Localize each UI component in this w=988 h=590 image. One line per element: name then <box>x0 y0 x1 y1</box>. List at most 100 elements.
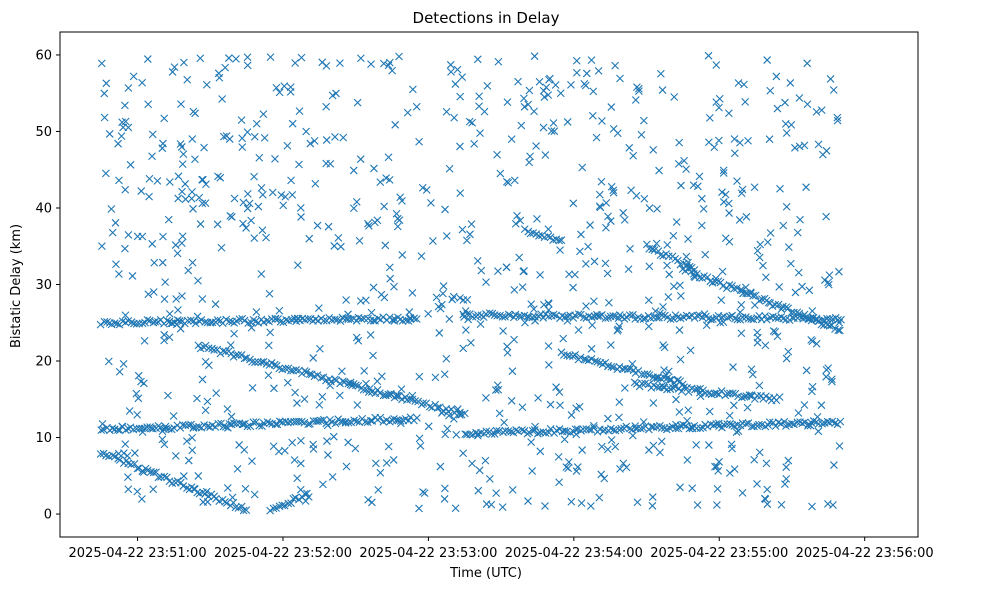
data-point <box>765 135 774 144</box>
data-point <box>121 185 130 194</box>
data-point <box>782 354 791 363</box>
data-point <box>239 420 248 429</box>
data-point <box>181 195 190 204</box>
data-point <box>814 420 823 428</box>
data-point <box>800 141 809 150</box>
data-point <box>682 252 691 261</box>
data-point <box>676 291 685 300</box>
data-point <box>540 93 549 101</box>
data-point <box>592 133 601 142</box>
data-point <box>728 389 737 398</box>
data-point <box>771 327 780 336</box>
data-point <box>606 424 615 433</box>
data-point <box>535 77 544 86</box>
data-point <box>776 184 784 193</box>
data-point <box>275 88 284 97</box>
data-point <box>669 314 678 323</box>
x-tick-label: 2025-04-22 23:51:00 <box>69 546 207 561</box>
data-point <box>798 282 806 291</box>
data-point <box>188 446 197 455</box>
data-point <box>225 317 234 326</box>
data-point <box>160 336 169 345</box>
data-point <box>609 425 618 434</box>
data-point <box>107 205 116 213</box>
data-point <box>829 86 838 94</box>
data-point <box>724 199 733 208</box>
data-point <box>766 86 775 95</box>
data-point <box>822 365 831 374</box>
data-point <box>458 225 467 234</box>
data-point <box>388 316 397 324</box>
data-point <box>290 456 299 464</box>
data-point <box>782 463 791 472</box>
data-point <box>427 198 435 207</box>
data-point <box>300 395 309 404</box>
data-point <box>449 415 458 423</box>
data-point <box>692 441 701 449</box>
data-point <box>392 209 401 218</box>
data-point <box>532 142 540 150</box>
data-point <box>234 351 243 360</box>
data-point <box>338 367 346 376</box>
data-point <box>782 202 791 211</box>
data-point <box>232 54 240 63</box>
data-point <box>238 143 247 151</box>
data-point <box>375 389 384 397</box>
data-point <box>294 314 303 323</box>
data-point <box>422 186 431 194</box>
data-point <box>758 295 766 304</box>
data-point <box>344 310 352 319</box>
data-point <box>248 383 257 392</box>
data-point <box>616 74 624 83</box>
data-point <box>741 97 750 106</box>
data-point <box>638 379 646 388</box>
data-point <box>730 135 739 143</box>
data-point <box>555 236 564 245</box>
data-point <box>824 278 833 287</box>
data-point <box>250 132 259 141</box>
data-point <box>693 501 702 509</box>
data-point <box>369 316 378 325</box>
x-tick-label: 2025-04-22 23:53:00 <box>359 546 497 561</box>
data-point <box>791 288 800 297</box>
data-point <box>554 452 563 461</box>
data-point <box>645 262 654 271</box>
data-point <box>657 424 666 432</box>
data-point <box>288 119 297 128</box>
data-point <box>798 419 807 428</box>
data-point <box>663 261 671 270</box>
data-point <box>562 463 571 472</box>
data-point <box>779 314 788 323</box>
data-point <box>138 428 147 437</box>
data-point <box>374 314 383 323</box>
data-point <box>262 233 270 242</box>
data-point <box>775 393 784 401</box>
data-point <box>540 300 548 309</box>
data-point <box>556 89 565 98</box>
data-point <box>415 434 424 443</box>
data-point <box>243 53 252 62</box>
data-point <box>351 444 360 453</box>
data-point <box>649 145 658 154</box>
data-point <box>149 485 158 494</box>
data-point <box>476 129 484 138</box>
data-point <box>656 69 665 78</box>
data-point <box>322 136 331 144</box>
data-point <box>526 152 534 161</box>
data-point <box>580 355 589 364</box>
data-point <box>565 270 573 279</box>
data-point <box>507 135 516 144</box>
data-point <box>773 104 782 113</box>
data-point <box>567 80 575 89</box>
data-point <box>774 300 783 309</box>
data-point <box>719 198 728 206</box>
data-point <box>271 154 279 163</box>
data-point <box>254 202 263 211</box>
data-point <box>305 370 314 379</box>
data-point <box>825 271 834 279</box>
data-point <box>348 381 357 390</box>
data-point <box>730 465 739 474</box>
data-point <box>317 373 326 382</box>
data-point <box>281 192 290 201</box>
data-point <box>356 155 365 164</box>
